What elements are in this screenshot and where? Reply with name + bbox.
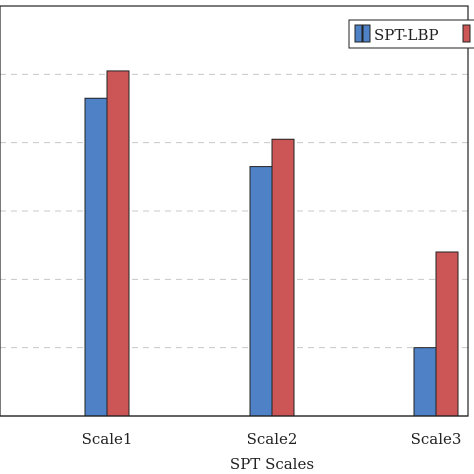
legend-swatch-series-1 [362, 24, 371, 43]
bars [84, 70, 459, 417]
bar-scale3-series-1 [413, 347, 437, 417]
x-tick-label: Scale3 [411, 430, 462, 448]
x-tick-label: Scale1 [82, 430, 133, 448]
x-tick-label: Scale2 [247, 430, 298, 448]
bar-scale2-series-1 [249, 166, 273, 417]
x-axis-ticks: Scale1 Scale2 Scale3 [82, 411, 462, 448]
legend: SPT-LBP [348, 19, 474, 49]
bar-scale2-series-2 [271, 138, 295, 417]
legend-label-series-1: SPT-LBP [374, 26, 439, 44]
bar-scale1-series-1 [84, 97, 108, 417]
bar-scale3-series-2 [435, 251, 459, 417]
grid-lines [0, 73, 468, 349]
legend-swatch-series-2 [462, 24, 471, 43]
bar-scale1-series-2 [106, 70, 130, 417]
plot-frame [0, 5, 469, 417]
x-axis-title: SPT Scales [230, 455, 314, 473]
legend-swatch-series-1 [354, 24, 363, 43]
